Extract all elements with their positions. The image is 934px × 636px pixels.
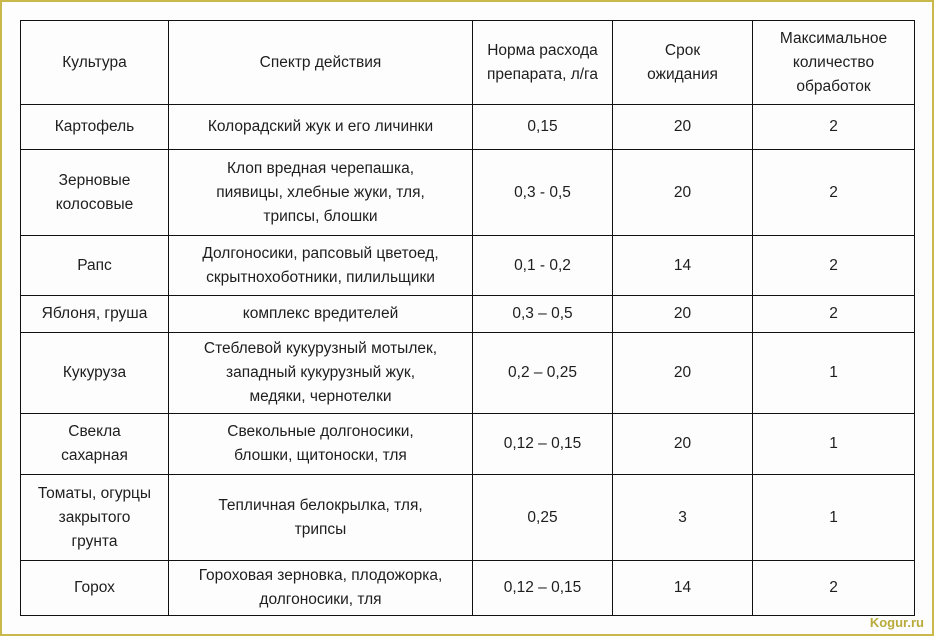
table-row: Рапс Долгоносики, рапсовый цветоед, скрыт… [20, 235, 915, 296]
table-row: Картофель Колорадский жук и его личинки 0,… [20, 104, 915, 150]
cell-spectrum: Свекольные долгоносики, блошки, щитоноск… [168, 413, 473, 475]
header-row: Культура Спектр действия Норма расхода пре… [20, 20, 915, 105]
header-waiting-period: Срок ожидания [612, 20, 753, 105]
cell-spectrum: Гороховая зерновка, плодожорка, долгонос… [168, 560, 473, 616]
cell-waiting-period: 20 [612, 295, 753, 333]
cell-waiting-period: 20 [612, 413, 753, 475]
cell-culture: Томаты, огурцы закрытого грунта [20, 474, 169, 561]
cell-culture: Горох [20, 560, 169, 616]
cell-max-treatments: 2 [752, 295, 915, 333]
cell-rate: 0,12 – 0,15 [472, 413, 613, 475]
header-spectrum: Спектр действия [168, 20, 473, 105]
cell-spectrum: Долгоносики, рапсовый цветоед, скрытнохо… [168, 235, 473, 296]
cell-spectrum: комплекс вредителей [168, 295, 473, 333]
cell-culture: Свекла сахарная [20, 413, 169, 475]
cell-spectrum: Стеблевой кукурузный мотылек, западный к… [168, 332, 473, 414]
cell-waiting-period: 14 [612, 235, 753, 296]
cell-waiting-period: 3 [612, 474, 753, 561]
header-rate: Норма расхода препарата, л/га [472, 20, 613, 105]
cell-max-treatments: 2 [752, 560, 915, 616]
header-culture: Культура [20, 20, 169, 105]
cell-max-treatments: 2 [752, 235, 915, 296]
cell-waiting-period: 20 [612, 104, 753, 150]
table-row: Свекла сахарная Свекольные долгоносики, б… [20, 413, 915, 475]
cell-rate: 0,3 - 0,5 [472, 149, 613, 236]
cell-rate: 0,25 [472, 474, 613, 561]
cell-waiting-period: 20 [612, 149, 753, 236]
watermark: Kogur.ru [869, 615, 924, 630]
table-row: Кукуруза Стеблевой кукурузный мотылек, за… [20, 332, 915, 414]
header-max-treatments: Максимальное количество обработок [752, 20, 915, 105]
cell-rate: 0,2 – 0,25 [472, 332, 613, 414]
cell-rate: 0,1 - 0,2 [472, 235, 613, 296]
cell-rate: 0,12 – 0,15 [472, 560, 613, 616]
cell-culture: Картофель [20, 104, 169, 150]
cell-waiting-period: 14 [612, 560, 753, 616]
cell-spectrum: Клоп вредная черепашка, пиявицы, хлебные… [168, 149, 473, 236]
cell-rate: 0,15 [472, 104, 613, 150]
cell-max-treatments: 2 [752, 149, 915, 236]
cell-waiting-period: 20 [612, 332, 753, 414]
cell-culture: Кукуруза [20, 332, 169, 414]
cell-rate: 0,3 – 0,5 [472, 295, 613, 333]
cell-max-treatments: 1 [752, 413, 915, 475]
cell-max-treatments: 1 [752, 332, 915, 414]
cell-spectrum: Колорадский жук и его личинки [168, 104, 473, 150]
cell-max-treatments: 1 [752, 474, 915, 561]
table-row: Зерновые колосовые Клоп вредная черепашка… [20, 149, 915, 236]
cell-culture: Рапс [20, 235, 169, 296]
pesticide-table: Культура Спектр действия Норма расхода пре… [20, 20, 915, 616]
table-row: Яблоня, груша комплекс вредителей 0,3 – 0,… [20, 295, 915, 333]
table-row: Горох Гороховая зерновка, плодожорка, дол… [20, 560, 915, 616]
cell-max-treatments: 2 [752, 104, 915, 150]
cell-spectrum: Тепличная белокрылка, тля, трипсы [168, 474, 473, 561]
table-row: Томаты, огурцы закрытого грунта Тепличная… [20, 474, 915, 561]
cell-culture: Яблоня, груша [20, 295, 169, 333]
cell-culture: Зерновые колосовые [20, 149, 169, 236]
